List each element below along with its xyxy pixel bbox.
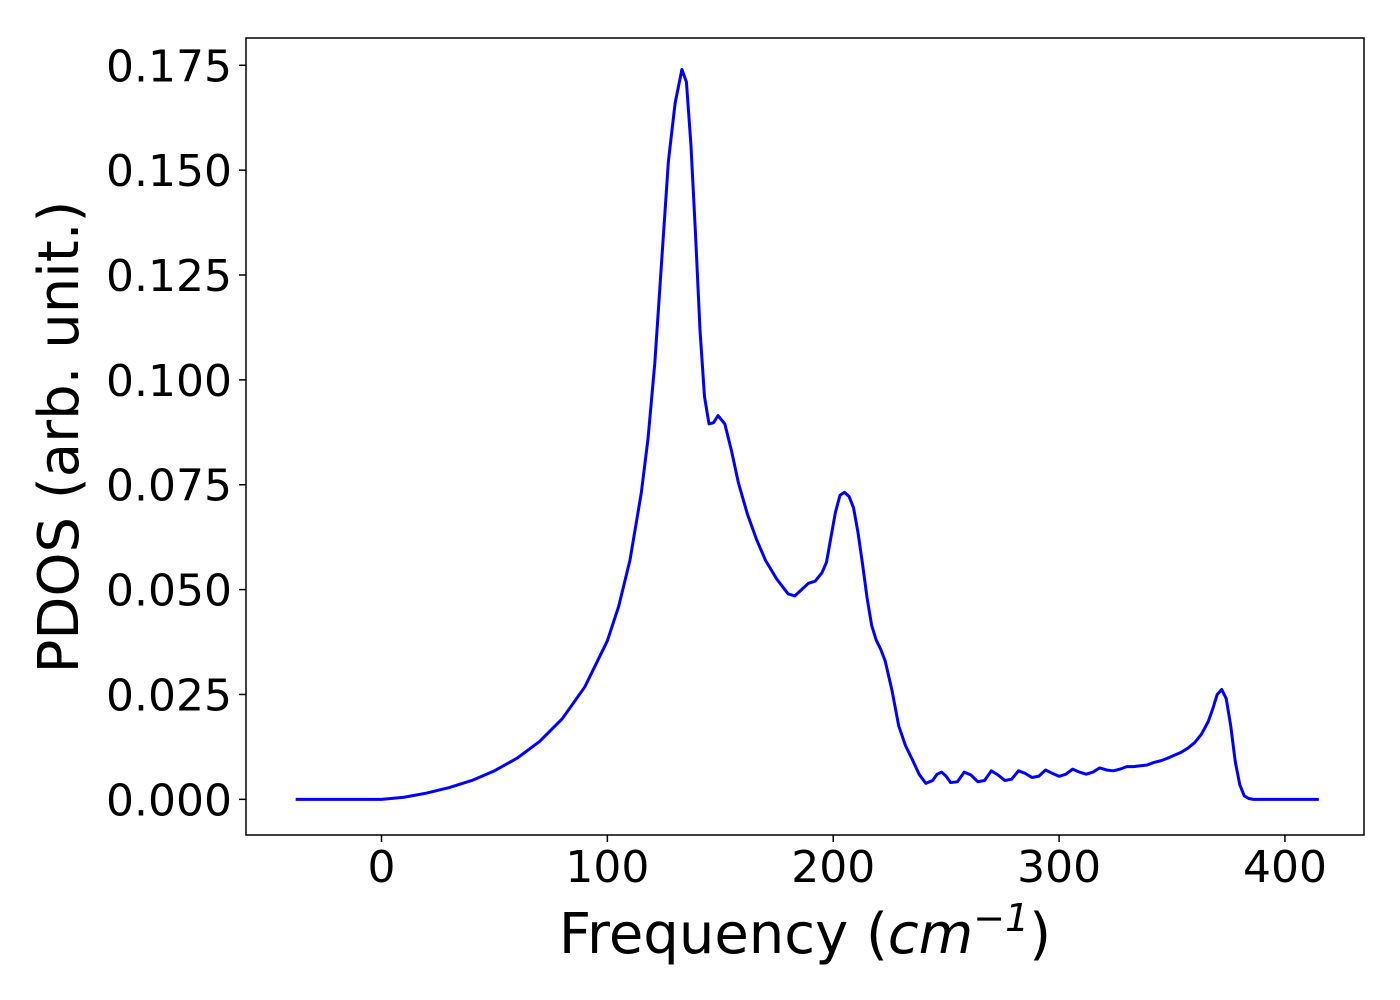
y-tick-label: 0.000 — [106, 775, 232, 826]
y-tick-label: 0.150 — [106, 146, 232, 197]
axes-frame — [245, 37, 1365, 836]
x-tick-label: 200 — [791, 842, 875, 893]
x-axis-label: Frequency (cm−1) — [559, 896, 1051, 967]
series-line-0 — [295, 67, 1319, 801]
plot-area — [295, 67, 1319, 801]
x-tick-label: 0 — [368, 842, 396, 893]
x-axis-ticks: 0 100 200 300 400 — [368, 835, 1327, 893]
y-tick-label: 0.125 — [106, 251, 232, 302]
y-axis-label: PDOS (arb. unit.) — [27, 201, 92, 674]
y-tick-label: 0.025 — [106, 670, 232, 721]
x-axis-label-exponent: −1 — [973, 896, 1029, 940]
x-tick-label: 300 — [1017, 842, 1101, 893]
x-axis-label-prefix: Frequency ( — [559, 902, 888, 967]
y-tick-label: 0.100 — [106, 356, 232, 407]
y-tick-label: 0.050 — [106, 566, 232, 617]
x-axis-label-suffix: ) — [1029, 902, 1051, 967]
x-axis-label-unit: cm — [888, 902, 973, 967]
x-tick-label: 400 — [1243, 842, 1327, 893]
y-axis-ticks: 0.000 0.025 0.050 0.075 0.100 0.125 0.150 0.175 — [106, 41, 246, 826]
x-tick-label: 100 — [565, 842, 649, 893]
y-tick-label: 0.075 — [106, 461, 232, 512]
y-tick-label: 0.175 — [106, 41, 232, 92]
